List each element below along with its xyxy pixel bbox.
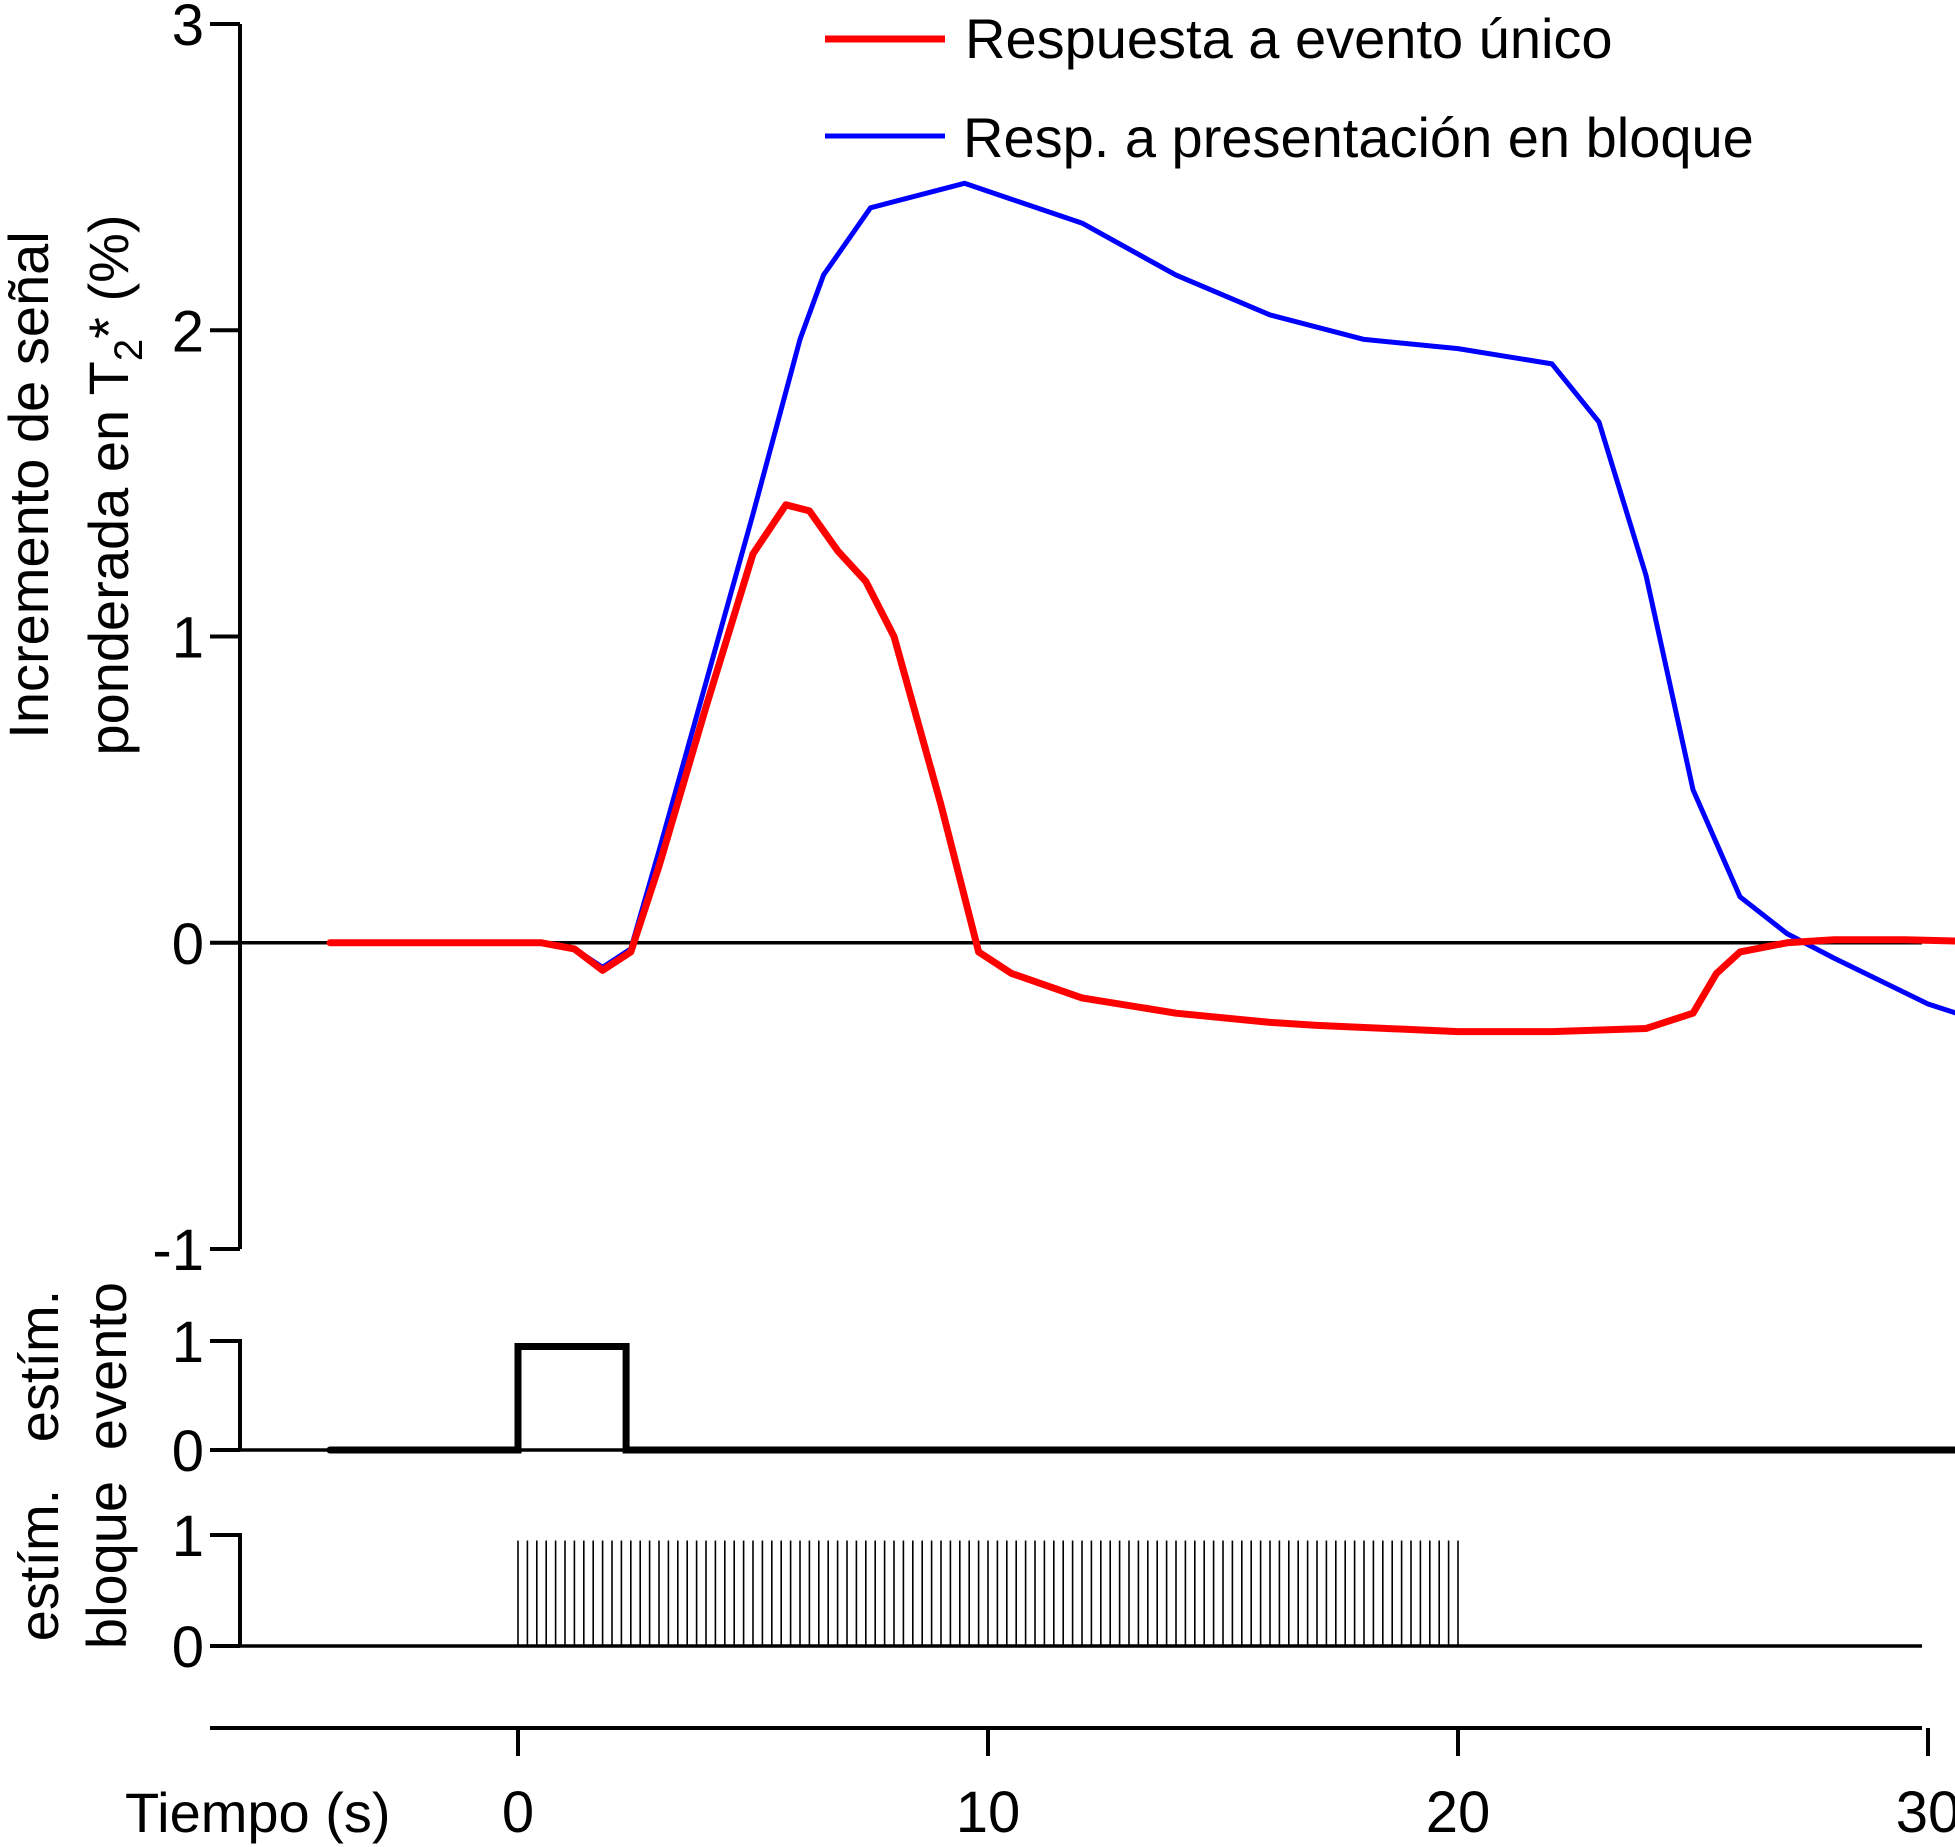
series-line-block-response <box>327 180 1955 1016</box>
x-axis: 0102030405060 Tiempo (s) <box>125 1726 1955 1845</box>
event-y-label-line1: estím. <box>7 1290 70 1442</box>
event-stimulus-trace <box>326 1343 1955 1454</box>
event-y-tick-label: 0 <box>172 1419 204 1484</box>
main-y-tick-label: -1 <box>152 1218 204 1283</box>
series-line-event-response <box>326 501 1955 1036</box>
legend: Respuesta a evento único Resp. a present… <box>825 7 1754 169</box>
main-y-label-line1: Incremento de señal <box>0 231 60 738</box>
block-y-tick-label: 0 <box>172 1615 204 1680</box>
event-y-label-line2: evento <box>75 1282 138 1450</box>
x-ticks: 0102030405060 <box>502 1728 1955 1845</box>
main-y-tick-label: 1 <box>172 606 204 671</box>
main-response-panel: 3 2 1 0 -1 Incremento de señal ponderada en … <box>0 0 1955 1283</box>
main-y-tick-label: 0 <box>172 912 204 977</box>
x-axis-label: Tiempo (s) <box>125 1781 391 1844</box>
x-tick-label: 0 <box>502 1780 534 1845</box>
x-tick-label: 10 <box>956 1780 1021 1845</box>
legend-label-block: Resp. a presentación en bloque <box>963 106 1754 169</box>
main-series <box>326 180 1955 1036</box>
block-stimulus-pulses <box>517 1540 1459 1646</box>
event-y-ticks: 10 <box>172 1310 240 1484</box>
main-y-label-line2: ponderada en T2* (%) <box>77 214 151 755</box>
block-y-ticks: 10 <box>172 1504 240 1680</box>
block-y-tick-label: 1 <box>172 1504 204 1569</box>
main-y-tick-label: 2 <box>172 299 204 364</box>
event-stimulus-panel: 10 estím. evento <box>7 1282 1955 1484</box>
x-tick-label: 30 <box>1896 1780 1955 1845</box>
event-y-tick-label: 1 <box>172 1310 204 1375</box>
main-y-tick-label: 3 <box>172 0 204 58</box>
main-y-ticks: 3 2 1 0 -1 <box>152 0 240 1283</box>
block-y-label-line2: bloque <box>75 1481 138 1649</box>
legend-label-event: Respuesta a evento único <box>965 7 1613 70</box>
block-stimulus-panel: 10 estím. bloque <box>7 1481 1922 1680</box>
block-y-label-line1: estím. <box>7 1489 70 1641</box>
x-tick-label: 20 <box>1426 1780 1491 1845</box>
